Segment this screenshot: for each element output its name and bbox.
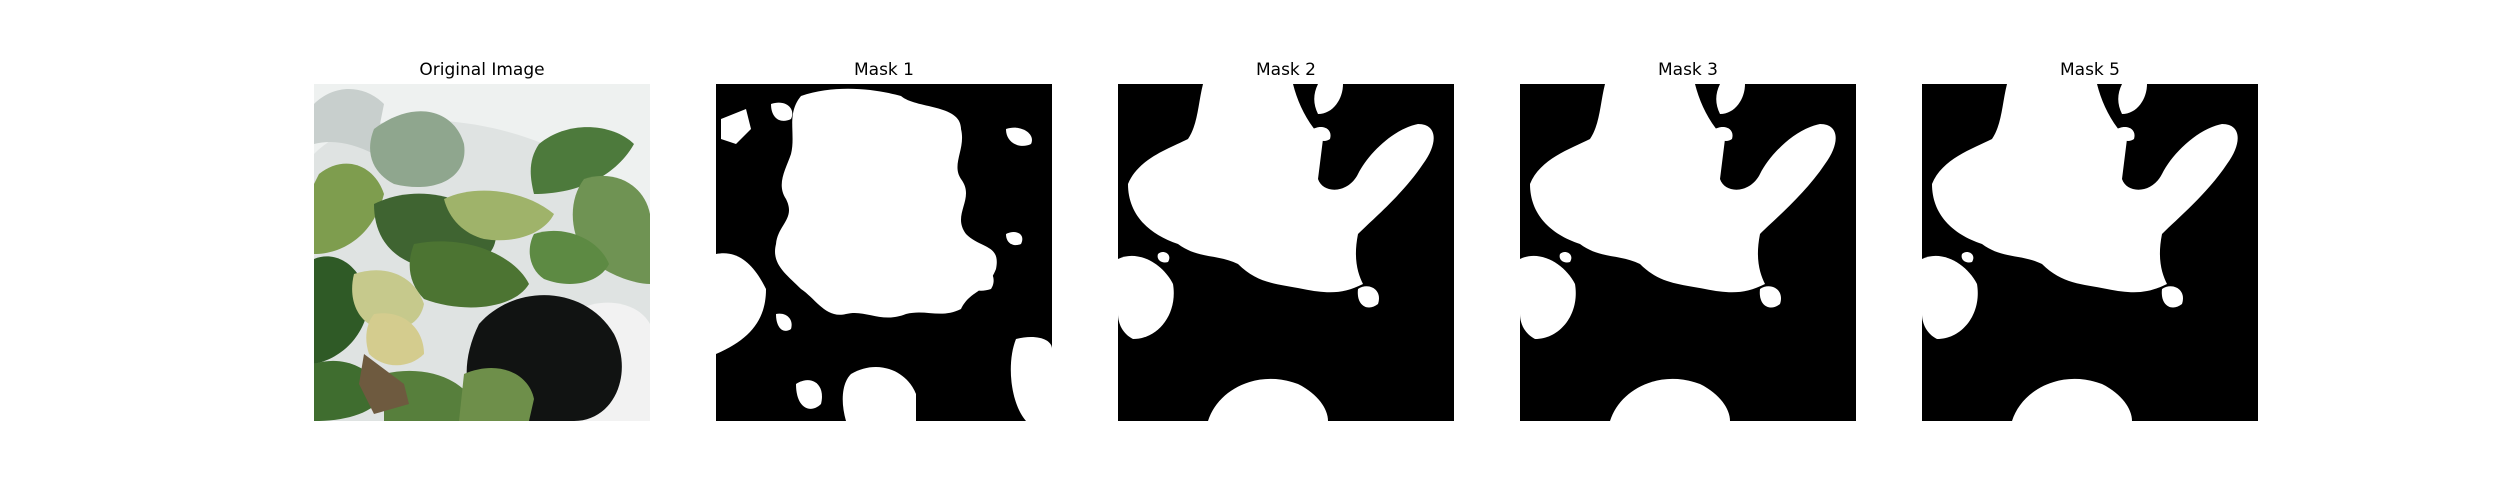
original-image xyxy=(314,84,650,421)
panel-title: Original Image xyxy=(419,60,545,80)
mask-image xyxy=(1118,84,1454,421)
mask-image xyxy=(716,84,1052,421)
panel-title: Mask 2 xyxy=(1255,60,1316,80)
mask-image xyxy=(1922,84,2258,421)
mask-image xyxy=(1520,84,1856,421)
panel-title: Mask 5 xyxy=(2059,60,2120,80)
panel-title: Mask 3 xyxy=(1657,60,1718,80)
panel-title: Mask 1 xyxy=(853,60,914,80)
